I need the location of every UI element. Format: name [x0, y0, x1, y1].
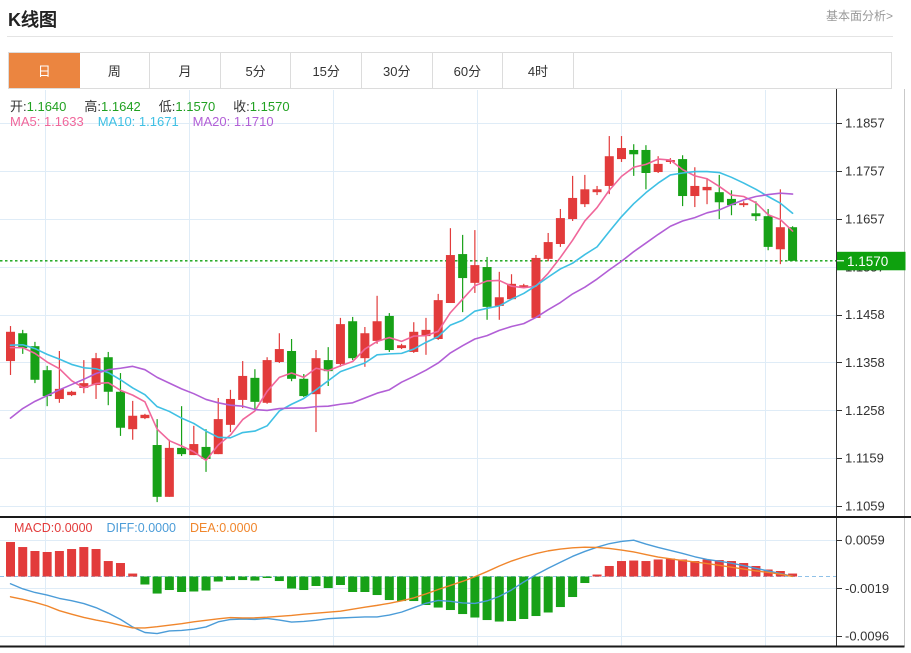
svg-text:1.1458: 1.1458	[845, 307, 885, 322]
macd-legend: MACD:0.0000 DIFF:0.0000 DEA:0.0000	[14, 521, 257, 535]
legend-value: 0.0000	[54, 521, 93, 535]
legend-label: MA10:	[97, 114, 136, 129]
svg-text:1.1757: 1.1757	[845, 164, 885, 179]
legend-label: 高:	[84, 99, 102, 114]
candles-layer	[6, 136, 798, 503]
tab-5min[interactable]: 5分	[221, 53, 292, 88]
svg-text:0.0059: 0.0059	[845, 532, 885, 547]
svg-text:1.1570: 1.1570	[847, 254, 888, 269]
legend-label: MACD:	[14, 521, 55, 535]
legend-value: 1.1570	[175, 99, 216, 114]
chart-frame	[0, 89, 911, 648]
header-divider	[7, 36, 893, 37]
legend-value: 0.0000	[219, 521, 258, 535]
tab-30min[interactable]: 30分	[362, 53, 433, 88]
legend-label: MA5:	[10, 114, 41, 129]
ma-legend: MA5: 1.1633 MA10: 1.1671 MA20: 1.1710	[10, 114, 274, 129]
tab-day[interactable]: 日	[9, 53, 80, 88]
svg-text:1.1258: 1.1258	[845, 403, 885, 418]
interval-tab-bar: 日周月 5分 15分 30分 60分 4时	[8, 52, 892, 89]
legend-label: DIFF:	[106, 521, 138, 535]
tab-4hour[interactable]: 4时	[503, 53, 574, 88]
page-title: K线图	[8, 10, 57, 30]
ohlc-legend: 开:1.1640 高:1.1642 低:1.1570 收:1.1570	[10, 96, 290, 115]
fundamental-analysis-link[interactable]: 基本面分析>	[825, 9, 893, 23]
legend-value: 1.1671	[135, 114, 179, 129]
legend-value: 1.1633	[40, 114, 84, 129]
legend-label: DEA:	[190, 521, 220, 535]
tab-bar-filler	[574, 53, 891, 88]
legend-value: 1.1640	[26, 99, 67, 114]
svg-text:1.1657: 1.1657	[845, 212, 885, 227]
legend-label: 开:	[10, 99, 27, 114]
svg-text:1.1159: 1.1159	[845, 450, 884, 465]
ma20-line	[9, 192, 794, 419]
legend-value: 0.0000	[137, 521, 176, 535]
legend-label: MA20:	[192, 114, 231, 129]
tab-15min[interactable]: 15分	[291, 53, 362, 88]
tab-month[interactable]: 月	[150, 53, 221, 88]
legend-value: 1.1642	[101, 99, 141, 114]
diff-line	[9, 539, 794, 635]
ma10-line	[9, 170, 794, 439]
last-price-marker: 1.1570	[837, 251, 906, 271]
macd-axis: 0.0059 -0.0019 -0.0096	[0, 532, 889, 643]
macd-histogram	[6, 542, 798, 622]
price-axis: 1.18571.17571.16571.15571.14581.13581.12…	[0, 116, 885, 513]
ma5-line	[9, 158, 794, 462]
svg-text:1.1059: 1.1059	[845, 498, 885, 513]
legend-label: 低:	[158, 99, 176, 114]
legend-value: 1.1710	[230, 114, 274, 129]
dea-line	[9, 546, 794, 629]
tab-60min[interactable]: 60分	[433, 53, 504, 88]
svg-text:-0.0019: -0.0019	[845, 581, 889, 596]
svg-text:1.1358: 1.1358	[845, 355, 885, 370]
tab-week[interactable]: 周	[80, 53, 151, 88]
legend-value: 1.1570	[249, 99, 290, 114]
svg-text:1.1857: 1.1857	[845, 116, 885, 131]
svg-text:-0.0096: -0.0096	[845, 628, 889, 643]
legend-label: 收:	[233, 99, 250, 114]
